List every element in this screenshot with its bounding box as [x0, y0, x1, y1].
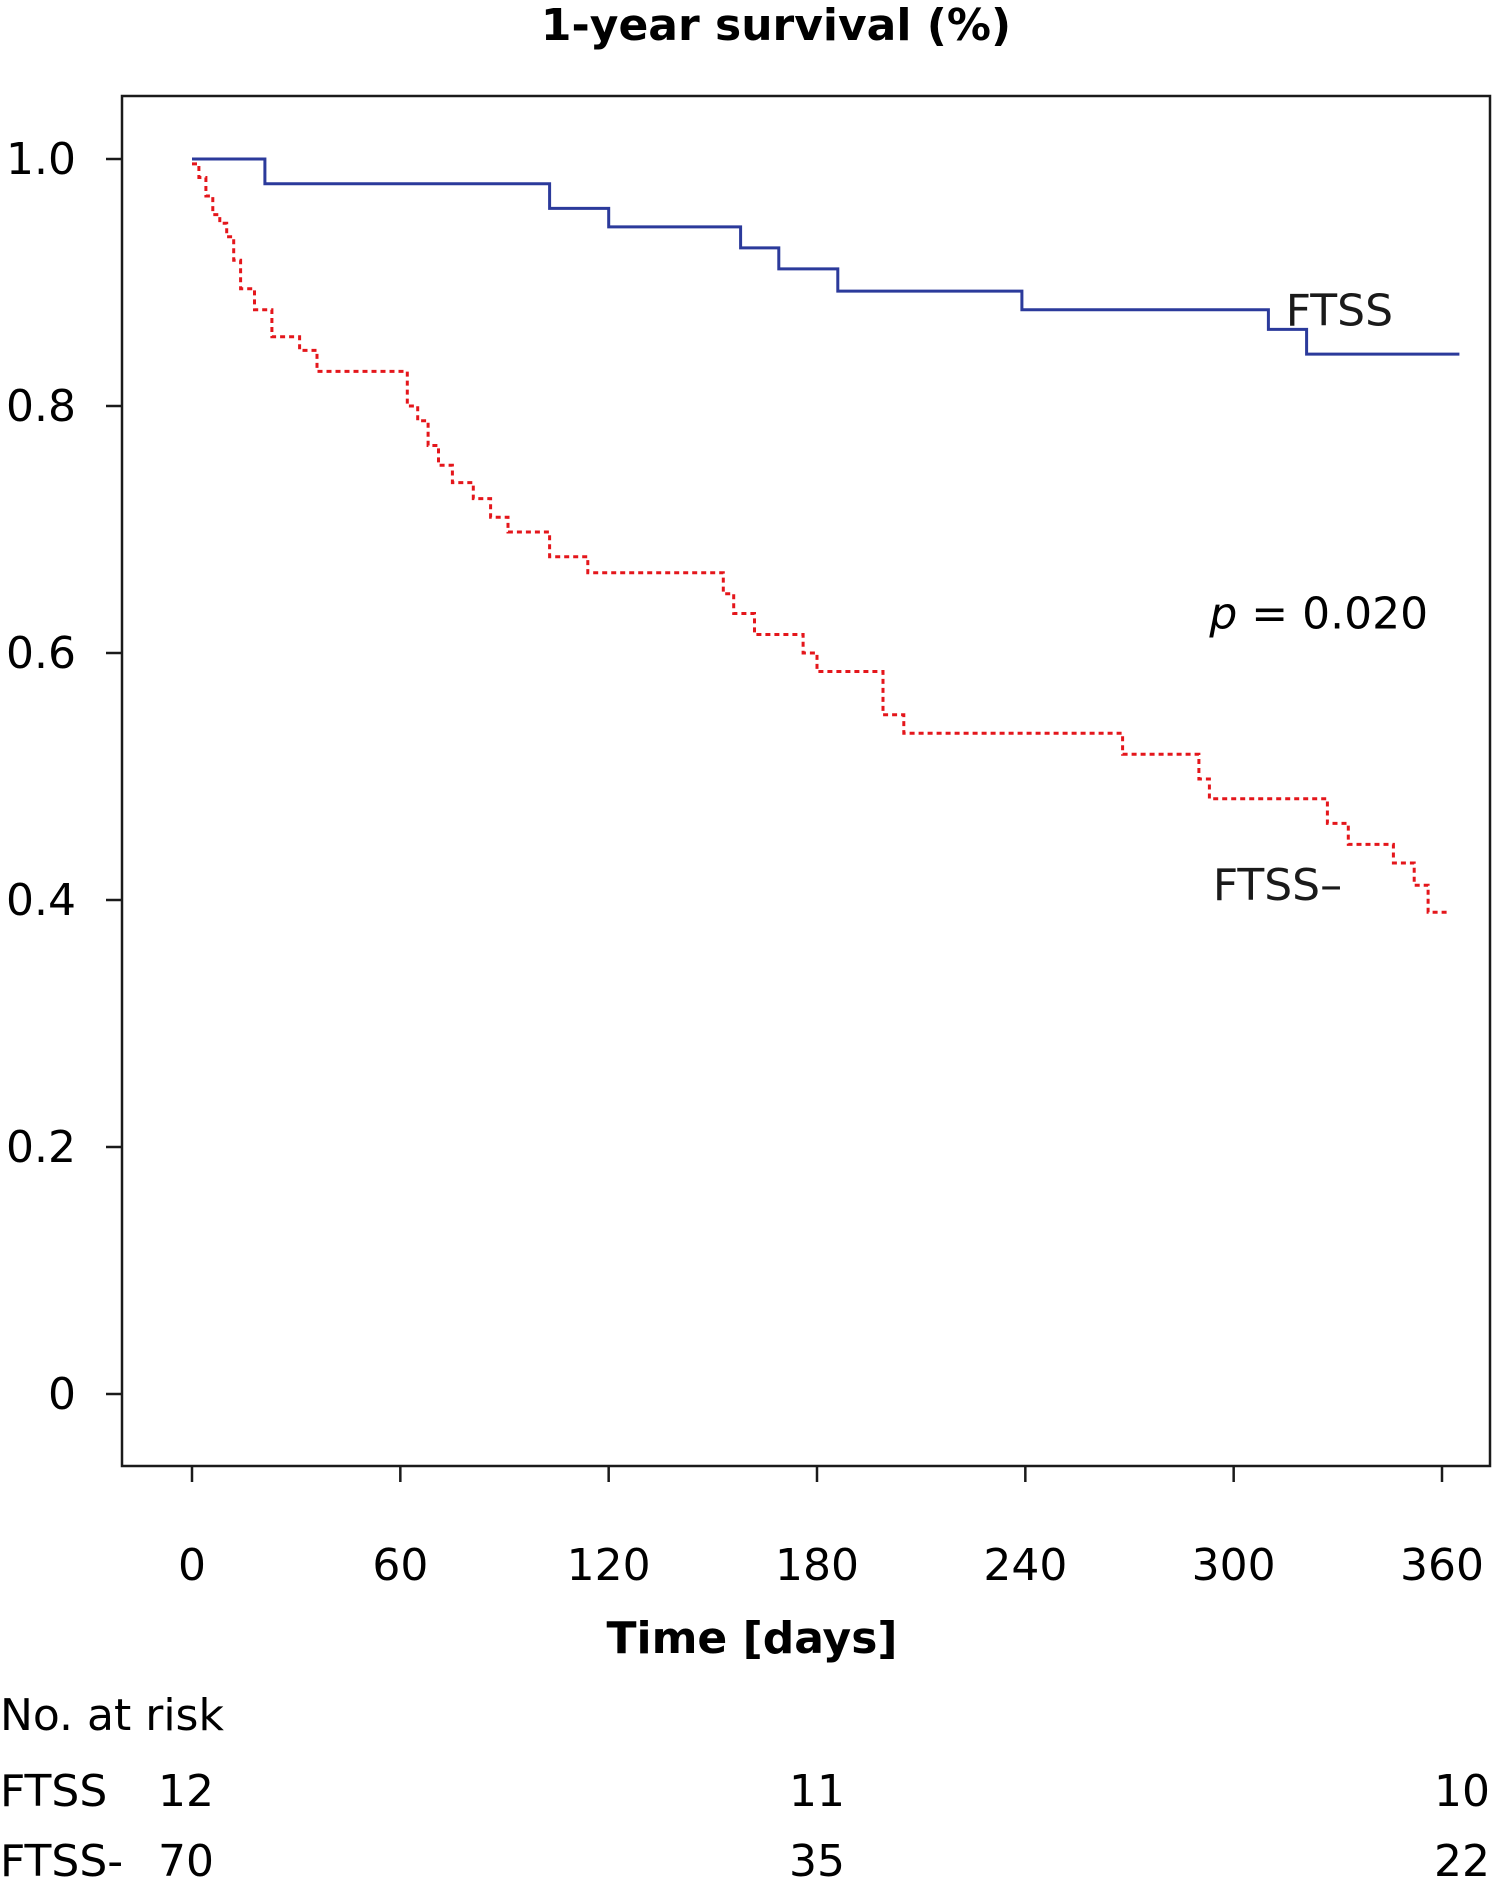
p-value-text: = 0.020: [1237, 588, 1428, 639]
x-tick-label: 240: [983, 1540, 1067, 1591]
x-tick-label: 180: [775, 1540, 859, 1591]
series-line-ftss-negative: [192, 162, 1449, 914]
plot-frame: [120, 94, 1492, 1468]
x-axis: 0 60 120 180 240 300 360: [178, 1466, 1484, 1591]
risk-value: 10: [1434, 1766, 1490, 1817]
chart-title: 1-year survival (%): [541, 0, 1011, 51]
risk-value: 35: [789, 1836, 845, 1884]
risk-table: No. at risk FTSS 12 11 10 FTSS- 70 35 22: [0, 1690, 1490, 1884]
series-group: [192, 157, 1460, 914]
x-tick-label: 60: [372, 1540, 428, 1591]
p-value-annotation: p = 0.020: [1208, 588, 1428, 639]
risk-value: 22: [1434, 1836, 1490, 1884]
x-tick-label: 120: [567, 1540, 651, 1591]
x-axis-label: Time [days]: [606, 1613, 897, 1664]
x-tick-label: 300: [1192, 1540, 1276, 1591]
y-tick-label: 1.0: [6, 134, 76, 185]
risk-row-label: FTSS: [0, 1766, 107, 1817]
y-tick-label: 0.4: [6, 875, 76, 926]
risk-value: 11: [789, 1766, 845, 1817]
risk-value: 70: [158, 1836, 214, 1884]
curve-label: FTSS–: [1213, 860, 1342, 911]
y-tick-label: 0.2: [6, 1122, 76, 1173]
curve-label: FTSS: [1286, 286, 1393, 337]
risk-row-label: FTSS-: [0, 1836, 123, 1884]
p-value-symbol: p: [1208, 588, 1237, 639]
series-line-ftss: [192, 157, 1460, 356]
y-tick-label: 0.6: [6, 628, 76, 679]
x-tick-label: 360: [1400, 1540, 1484, 1591]
y-tick-label: 0: [48, 1369, 76, 1420]
y-tick-label: 0.8: [6, 381, 76, 432]
x-tick-label: 0: [178, 1540, 206, 1591]
risk-value: 12: [158, 1766, 214, 1817]
risk-table-header: No. at risk: [0, 1690, 224, 1741]
y-axis: 0 0.2 0.4 0.6 0.8 1.0: [6, 134, 122, 1420]
annotation-group: FTSS FTSS– p = 0.020: [1208, 286, 1428, 911]
